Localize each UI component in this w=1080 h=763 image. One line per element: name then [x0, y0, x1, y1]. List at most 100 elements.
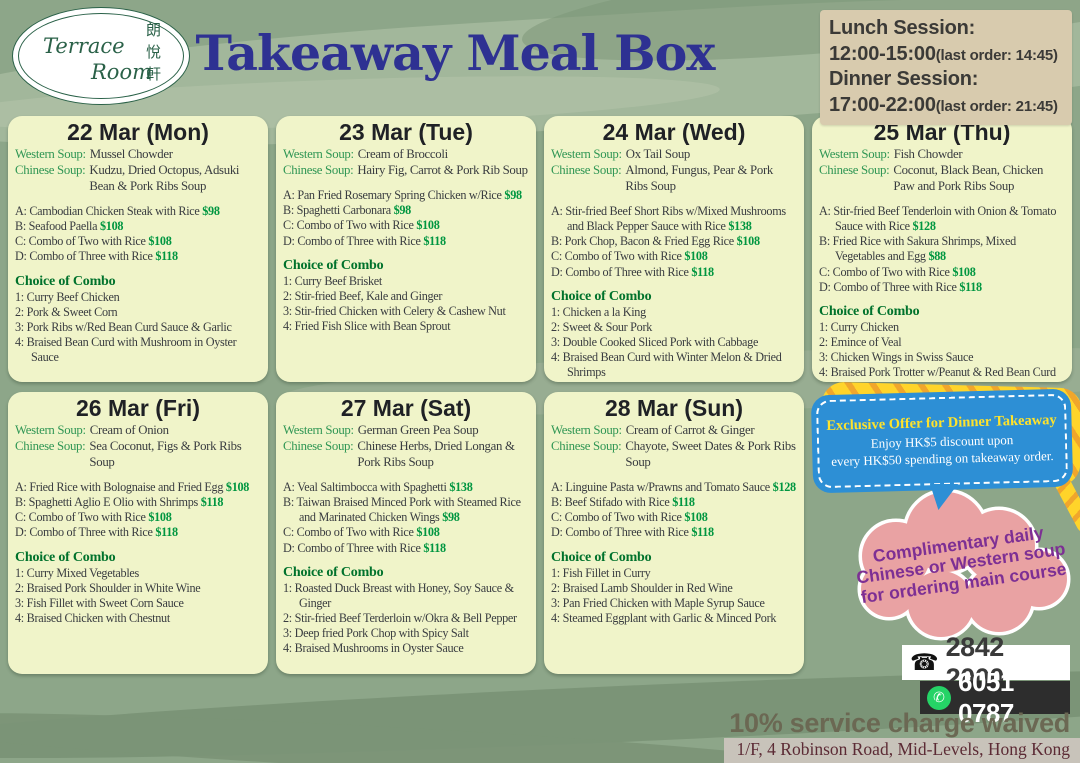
- item-name: Combo of Three with Rice: [29, 249, 153, 264]
- combo-name: Curry Beef Chicken: [26, 289, 120, 304]
- combo-name: Curry Beef Brisket: [294, 273, 383, 288]
- menu-item: A: Stir-fried Beef Short Ribs w/Mixed Mu…: [551, 204, 797, 234]
- combo-name: Emince of Veal: [830, 334, 902, 349]
- menu-item: B: Seafood Paella $108: [15, 219, 261, 234]
- chinese-soup-value: Coconut, Black Bean, Chicken Paw and Por…: [893, 163, 1044, 194]
- western-soup-value: German Green Pea Soup: [357, 423, 479, 438]
- chinese-soup-line: Chinese Soup: Sea Coconut, Figs & Pork R…: [15, 439, 261, 471]
- item-price: $108: [416, 525, 440, 540]
- western-soup-line: Western Soup: German Green Pea Soup: [283, 423, 529, 439]
- item-name: Veal Saltimbocca with Spaghetti: [297, 480, 447, 495]
- item-label: A:: [551, 480, 563, 495]
- item-price: $118: [155, 525, 178, 540]
- item-price: $108: [952, 264, 976, 279]
- menu-item-list: A: Pan Fried Rosemary Spring Chicken w/R…: [283, 188, 529, 249]
- item-name: Combo of Three with Rice: [29, 525, 153, 540]
- item-label: B:: [551, 495, 562, 510]
- item-name: Combo of Two with Rice: [28, 510, 146, 525]
- item-name: Combo of Three with Rice: [565, 264, 689, 279]
- item-label: D:: [283, 233, 295, 248]
- combo-item: 1: Curry Beef Brisket: [283, 274, 529, 289]
- day-card: 25 Mar (Thu) Western Soup: Fish Chowder …: [812, 116, 1072, 382]
- combo-item: 4: Braised Mushrooms in Oyster Sauce: [283, 641, 529, 656]
- item-name: Spaghetti Aglio E Olio with Shrimps: [28, 495, 199, 510]
- item-price: $118: [423, 233, 446, 248]
- chinese-soup-line: Chinese Soup: Almond, Fungus, Pear & Por…: [551, 163, 797, 195]
- logo-name-top: Terrace: [43, 34, 125, 58]
- chinese-soup-line: Chinese Soup: Kudzu, Dried Octopus, Adsu…: [15, 163, 261, 195]
- combo-name: Pan Fried Chicken with Maple Syrup Sauce: [562, 595, 765, 610]
- menu-item: B: Spaghetti Carbonara $98: [283, 203, 529, 218]
- combo-name: Curry Mixed Vegetables: [26, 565, 140, 580]
- combo-list: 1: Roasted Duck Breast with Honey, Soy S…: [283, 581, 529, 657]
- combo-item: 1: Curry Beef Chicken: [15, 290, 261, 305]
- chinese-soup-value: Hairy Fig, Carrot & Pork Rib Soup: [357, 163, 528, 178]
- telephone-icon: ☎: [910, 649, 939, 675]
- menu-item: A: Fried Rice with Bolognaise and Fried …: [15, 480, 261, 495]
- combo-item: 1: Roasted Duck Breast with Honey, Soy S…: [283, 581, 529, 611]
- combo-name: Stir-fried Beef, Kale and Ginger: [294, 288, 443, 303]
- menu-item: D: Combo of Three with Rice $118: [283, 541, 529, 556]
- western-soup-label: Western Soup:: [551, 423, 622, 438]
- combo-heading: Choice of Combo: [819, 303, 920, 319]
- service-charge-note: 10% service charge waived: [729, 708, 1070, 738]
- menu-item: C: Combo of Two with Rice $108: [819, 265, 1065, 280]
- combo-item: 2: Sweet & Sour Pork: [551, 320, 797, 335]
- item-label: D:: [15, 249, 27, 264]
- combo-name: Braised Bean Curd with Mushroom in Oyste…: [26, 334, 237, 365]
- combo-name: Braised Mushrooms in Oyster Sauce: [294, 641, 464, 656]
- combo-item: 3: Deep fried Pork Chop with Spicy Salt: [283, 626, 529, 641]
- menu-item: B: Beef Stifado with Rice $118: [551, 495, 797, 510]
- chinese-soup-value: Sea Coconut, Figs & Pork Ribs Soup: [89, 439, 242, 470]
- item-name: Combo of Two with Rice: [296, 525, 414, 540]
- item-label: D:: [551, 264, 563, 279]
- combo-name: Braised Pork Shoulder in White Wine: [26, 580, 201, 595]
- western-soup-label: Western Soup:: [15, 423, 86, 438]
- dinner-session-label: Dinner Session:: [829, 68, 979, 91]
- item-label: C:: [283, 525, 294, 540]
- combo-item: 3: Stir-fried Chicken with Celery & Cash…: [283, 304, 529, 319]
- menu-item: D: Combo of Three with Rice $118: [15, 525, 261, 540]
- combo-label: 3:: [283, 303, 292, 318]
- combo-label: 2:: [283, 610, 292, 625]
- western-soup-value: Cream of Onion: [89, 423, 169, 438]
- combo-label: 4:: [15, 334, 24, 349]
- combo-item: 1: Chicken a la King: [551, 305, 797, 320]
- chinese-soup-value: Almond, Fungus, Pear & Pork Ribs Soup: [625, 163, 774, 194]
- dinner-session-time: 17:00-22:00(last order: 21:45): [829, 93, 1058, 116]
- combo-list: 1: Curry Chicken 2: Emince of Veal 3: Chic…: [819, 320, 1065, 381]
- item-label: B:: [819, 234, 830, 249]
- menu-item: A: Linguine Pasta w/Prawns and Tomato Sa…: [551, 480, 797, 495]
- combo-item: 4: Steamed Eggplant with Garlic & Minced…: [551, 611, 797, 626]
- combo-label: 4:: [551, 350, 560, 365]
- item-label: C:: [551, 249, 562, 264]
- chinese-soup-line: Chinese Soup: Coconut, Black Bean, Chick…: [819, 163, 1065, 195]
- combo-heading: Choice of Combo: [15, 549, 116, 565]
- chinese-soup-label: Chinese Soup:: [15, 163, 86, 178]
- combo-item: 1: Fish Fillet in Curry: [551, 566, 797, 581]
- item-price: $128: [912, 219, 936, 234]
- western-soup-label: Western Soup:: [15, 147, 86, 162]
- combo-label: 2:: [15, 304, 24, 319]
- item-price: $108: [148, 234, 172, 249]
- complimentary-soup-cloud: Complimentary daily Chinese or Western s…: [840, 484, 1080, 644]
- combo-item: 2: Emince of Veal: [819, 335, 1065, 350]
- western-soup-label: Western Soup:: [283, 423, 354, 438]
- day-title: 22 Mar (Mon): [67, 119, 209, 145]
- menu-item: A: Cambodian Chicken Steak with Rice $98: [15, 204, 261, 219]
- chinese-soup-value: Kudzu, Dried Octopus, Adsuki Bean & Pork…: [89, 163, 240, 194]
- combo-item: 4: Braised Bean Curd with Winter Melon &…: [551, 350, 797, 380]
- menu-item-list: A: Veal Saltimbocca with Spaghetti $138 B…: [283, 480, 529, 556]
- item-label: B:: [283, 495, 294, 510]
- offer-body: Enjoy HK$5 discount upon every HK$50 spe…: [831, 431, 1054, 469]
- chinese-soup-value: Chinese Herbs, Dried Longan & Pork Ribs …: [357, 439, 515, 470]
- item-label: A:: [551, 204, 563, 219]
- menu-item-list: A: Linguine Pasta w/Prawns and Tomato Sa…: [551, 480, 797, 541]
- dinner-offer-bubble: Exclusive Offer for Dinner Takeaway Enjo…: [810, 381, 1080, 536]
- western-soup-line: Western Soup: Ox Tail Soup: [551, 147, 797, 163]
- menu-item: A: Pan Fried Rosemary Spring Chicken w/R…: [283, 188, 529, 203]
- item-price: $118: [691, 264, 714, 279]
- item-label: A:: [283, 188, 295, 203]
- combo-name: Braised Pork Trotter w/Peanut & Red Bean…: [830, 365, 1056, 380]
- western-soup-label: Western Soup:: [551, 147, 622, 162]
